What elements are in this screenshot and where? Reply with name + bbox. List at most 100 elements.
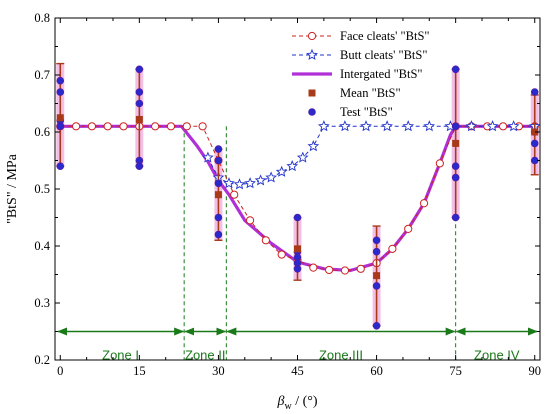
axes: 0 15 30 45 60 75 90 0.2 0.3 0.4 0.5 0.6 0.7 0.8 xyxy=(34,11,541,378)
test-point xyxy=(451,213,460,222)
test-point xyxy=(372,247,381,256)
butt-cleats-point xyxy=(507,120,520,132)
face-cleats-point xyxy=(166,122,176,131)
test-point xyxy=(214,145,223,153)
x-axis-title-subscript: w xyxy=(284,401,292,412)
test-point xyxy=(372,321,381,330)
y-tick-label: 0.2 xyxy=(34,353,50,367)
face-cleats-point xyxy=(245,216,255,225)
face-cleats-point xyxy=(230,190,239,199)
test-point xyxy=(530,88,539,96)
y-tick-label: 0.8 xyxy=(34,11,50,25)
legend-swatch-face-marker xyxy=(307,31,317,41)
zone-label: Zone III xyxy=(319,348,363,363)
test-point xyxy=(135,162,144,170)
y-tick-label: 0.5 xyxy=(34,182,50,196)
legend-label-test: Test "BtS" xyxy=(340,105,393,119)
mean-point xyxy=(531,128,539,136)
x-tick-label: 90 xyxy=(528,364,541,378)
face-cleats-point xyxy=(419,199,429,208)
mean-point xyxy=(135,115,143,123)
x-axis-title-unit: / (°) xyxy=(292,394,318,409)
zone-annotations: Zone I Zone II Zone III Zone IV xyxy=(57,327,538,363)
zone-label: Zone II xyxy=(185,348,225,363)
butt-cleats-point xyxy=(275,165,288,177)
face-cleats-point xyxy=(498,122,508,131)
test-point xyxy=(293,213,302,222)
face-cleats-point xyxy=(71,122,81,131)
y-tick-label: 0.7 xyxy=(34,68,50,82)
butt-cleats-point xyxy=(254,174,267,186)
butt-cleats-point xyxy=(223,177,235,189)
x-tick-label: 75 xyxy=(449,364,462,378)
x-tick-label: 45 xyxy=(291,364,304,378)
legend-label-integrated: Intergated "BtS" xyxy=(340,67,423,81)
face-cleats-point xyxy=(277,250,286,259)
zone-label: Zone I xyxy=(102,348,139,363)
y-tick-label: 0.3 xyxy=(34,296,50,310)
mean-point xyxy=(56,114,64,122)
test-point xyxy=(451,162,460,170)
face-cleats-point xyxy=(151,122,160,131)
face-cleats-point xyxy=(119,122,128,131)
face-cleats-point xyxy=(103,122,112,131)
legend-label-face: Face cleats' "BtS" xyxy=(340,29,430,43)
test-point xyxy=(214,179,223,188)
legend-swatch-mean xyxy=(308,89,316,97)
butt-cleats-point xyxy=(317,120,330,132)
test-point xyxy=(135,99,144,108)
test-point xyxy=(135,65,144,74)
butt-cleats-point xyxy=(360,120,372,132)
test-point xyxy=(214,213,223,222)
point-layer xyxy=(56,62,539,330)
butt-cleats-point xyxy=(381,120,394,132)
face-cleats-point xyxy=(340,266,350,275)
face-cleats-point xyxy=(198,122,207,131)
x-tick-label: 15 xyxy=(133,364,146,378)
butt-cleats-point xyxy=(244,177,256,189)
face-cleats-point xyxy=(182,122,191,131)
x-axis-title-main: β xyxy=(276,394,284,409)
test-point xyxy=(451,65,460,74)
butt-cleats-point xyxy=(233,178,246,190)
test-point xyxy=(372,236,381,245)
x-tick-label: 0 xyxy=(57,364,63,378)
face-cleats-point xyxy=(404,224,413,233)
test-point xyxy=(56,76,65,85)
legend: Face cleats' "BtS" Butt cleats' "BtS" Inte… xyxy=(292,29,430,119)
x-tick-label: 30 xyxy=(212,364,225,378)
butt-cleats-line xyxy=(207,125,535,185)
butt-cleats-point xyxy=(296,151,309,163)
legend-swatch-test xyxy=(308,108,316,116)
butt-cleats-point xyxy=(307,140,320,152)
face-cleats-point xyxy=(388,244,397,253)
mean-point xyxy=(294,245,301,253)
face-cleats-point xyxy=(261,236,270,245)
y-tick-label: 0.6 xyxy=(34,125,50,139)
x-axis-title: βw / (°) xyxy=(276,394,317,412)
test-point xyxy=(56,162,65,170)
x-tick-label: 60 xyxy=(370,364,383,378)
face-cleats-point xyxy=(325,265,334,275)
test-point xyxy=(451,122,460,131)
test-point xyxy=(56,122,65,131)
butt-cleats-point xyxy=(339,120,351,132)
face-cleats-point xyxy=(309,263,318,272)
legend-label-butt: Butt cleats' "BtS" xyxy=(340,48,427,62)
mean-point xyxy=(214,191,222,199)
test-point xyxy=(372,282,381,290)
butt-cleats-point xyxy=(286,160,299,172)
butt-cleats-point xyxy=(423,120,436,132)
test-point xyxy=(530,139,539,148)
test-point xyxy=(293,264,302,273)
test-point xyxy=(135,88,144,96)
test-point xyxy=(56,88,65,96)
face-cleats-point xyxy=(435,159,444,168)
butt-cleats-point xyxy=(265,171,278,183)
butt-cleats-point xyxy=(486,120,499,132)
butt-cleats-point xyxy=(402,120,415,132)
legend-label-mean: Mean "BtS" xyxy=(340,86,401,100)
test-point xyxy=(214,156,223,165)
